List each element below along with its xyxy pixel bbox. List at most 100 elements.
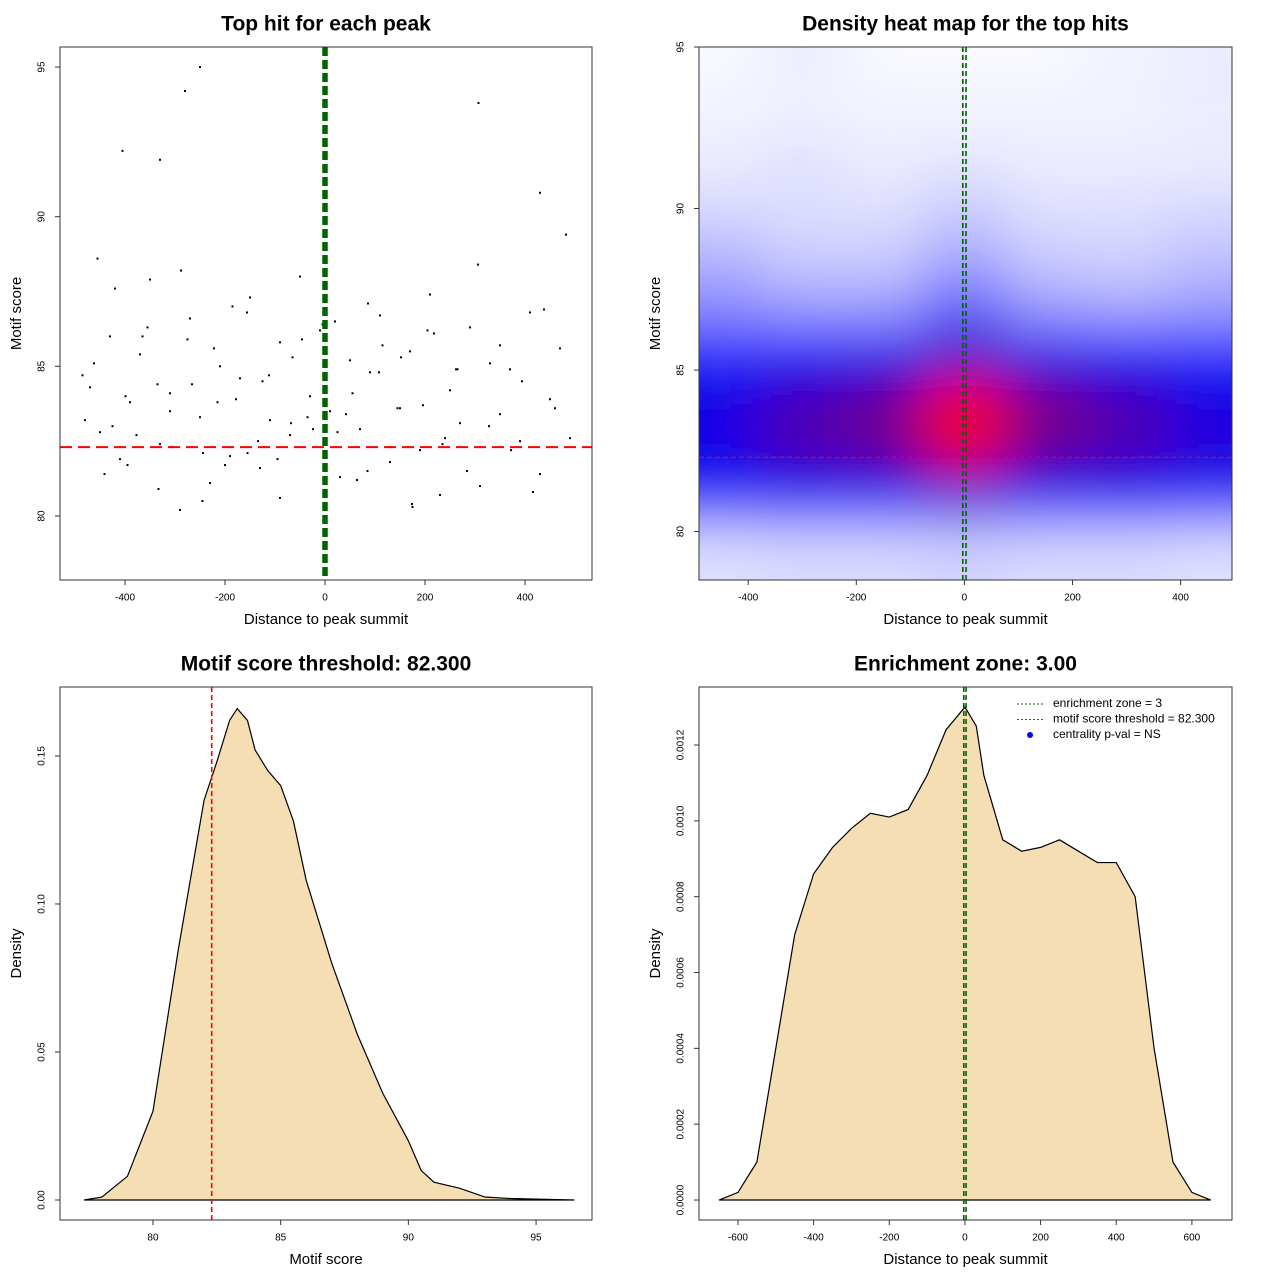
x-tick-label: 95 [531,1233,543,1244]
y-tick-label: 80 [676,526,687,538]
point [336,431,339,434]
x-axis-label: Distance to peak summit [883,1251,1048,1268]
point [129,401,131,404]
point [356,479,358,482]
point [477,263,479,266]
point [532,491,534,494]
point [409,350,411,353]
legend-label: motif score threshold = 82.300 [1053,712,1215,726]
heat-cell [923,426,1005,476]
heat-cell [761,378,843,427]
point [93,362,95,365]
y-axis-label: Motif score [647,277,664,350]
point [257,440,259,443]
point [334,320,336,323]
x-tick-label: 200 [1032,1233,1049,1244]
point [159,443,161,446]
heat-cell [923,184,1005,233]
heat-cell [1167,281,1232,330]
point [81,374,84,377]
point [521,380,523,383]
heat-cell [1167,378,1232,427]
heat-cell [761,47,843,88]
point [539,191,541,194]
point [231,305,234,308]
point [312,428,314,431]
heat-cell [1086,87,1168,136]
point [509,368,511,371]
x-tick-label: 200 [1064,593,1081,604]
point [488,425,490,428]
point [291,356,294,359]
point [477,101,480,104]
point [126,464,129,467]
heat-cell [842,378,924,427]
panel: -600 -400 -200 0 200 400 600 0.0000 0.0002 0.0004… [647,653,1233,1268]
heat-cell [1086,378,1168,427]
chart-title: Top hit for each peak [221,13,431,36]
y-tick-label: 0.05 [37,1042,48,1062]
point [213,347,215,350]
heat-cell [1086,184,1168,233]
x-tick-label: -400 [804,1233,824,1244]
y-tick-label: 85 [676,364,687,376]
x-axis-label: Motif score [289,1251,362,1268]
point [455,368,457,371]
y-tick-label: 0.0006 [676,957,687,988]
x-tick-label: 0 [322,593,328,604]
point [246,311,248,314]
heat-cell [699,135,762,185]
heat-cell [923,232,1005,282]
heat-cell [1167,329,1232,379]
heat-cell [923,135,1005,185]
point [261,380,264,383]
point [235,398,237,401]
heat-cell [842,281,924,330]
point [139,353,141,356]
point [389,461,391,464]
heat-cell [761,87,843,136]
heat-cell [1004,232,1087,282]
point [246,452,249,455]
heat-cell [1004,281,1087,330]
x-tick-label: -200 [846,593,866,604]
heat-cell [1086,426,1168,476]
legend-label: centrality p-val = NS [1053,727,1161,741]
point [201,499,204,502]
point [433,332,435,335]
heat-cell [1167,232,1232,282]
heat-cell [699,184,762,233]
heat-cell [1086,523,1168,580]
point [199,66,201,69]
heat-cell [1004,523,1087,580]
heat-cell [923,281,1005,330]
heat-cell [1167,523,1232,580]
heat-cell [761,475,843,524]
point [114,287,116,290]
heat-cell [842,184,924,233]
point [543,308,545,311]
y-tick-label: 0.0000 [676,1184,687,1215]
y-tick-label: 0.00 [37,1190,48,1210]
x-tick-label: 400 [517,593,534,604]
heat-cell [1086,232,1168,282]
heat-cell [842,135,924,185]
point [156,383,159,386]
point [339,476,341,479]
y-axis-label: Density [8,928,25,979]
y-tick-label: 0.0012 [676,729,687,760]
y-tick-label: 0.15 [37,746,48,766]
point [276,458,279,461]
point [219,365,221,368]
x-tick-label: -600 [728,1233,748,1244]
point [289,434,291,437]
point [159,158,161,161]
heat-cell [1004,475,1087,524]
x-axis-label: Distance to peak summit [883,611,1048,628]
point [499,344,501,347]
point [456,368,459,371]
y-tick-label: 0.10 [37,894,48,914]
legend: enrichment zone = 3 motif score threshold… [1017,696,1215,741]
point [565,233,567,236]
heat-cell [1004,47,1087,88]
